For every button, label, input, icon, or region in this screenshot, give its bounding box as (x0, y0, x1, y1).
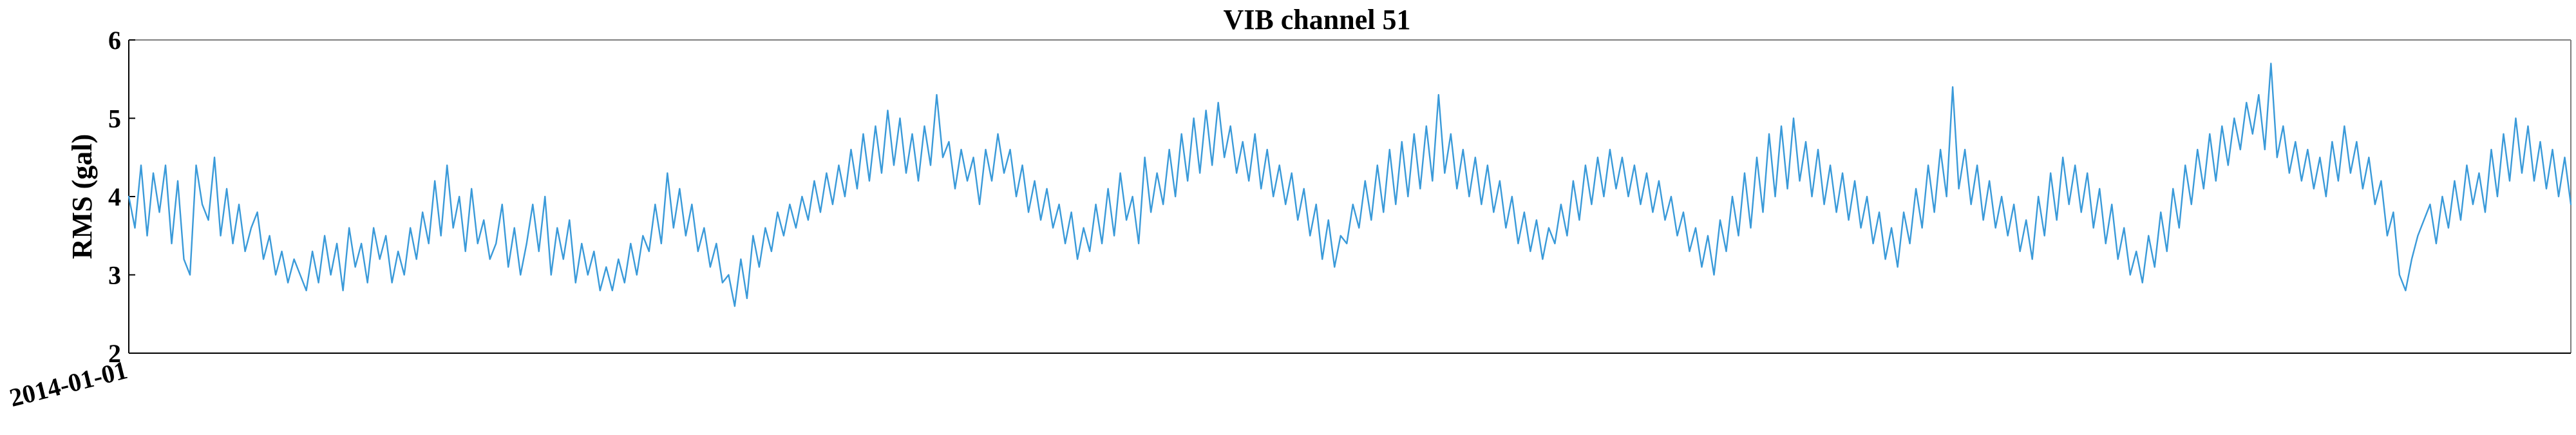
x-tick-label: 2014-01-01 (6, 355, 130, 412)
series-layer (128, 63, 2572, 307)
y-tick-label: 3 (108, 261, 121, 290)
y-axis-ticks: 2 3 4 5 6 (108, 26, 135, 368)
y-tick-label: 5 (108, 104, 121, 133)
y-tick-label: 4 (108, 182, 121, 211)
plot-frame (128, 39, 2571, 354)
series-line-1 (128, 63, 2572, 307)
chart-title: VIB channel 51 (1224, 4, 1411, 35)
y-tick-label: 6 (108, 26, 121, 55)
y-tick-label: 2 (108, 339, 121, 368)
y-axis-label: RMS (gal) (66, 134, 98, 259)
